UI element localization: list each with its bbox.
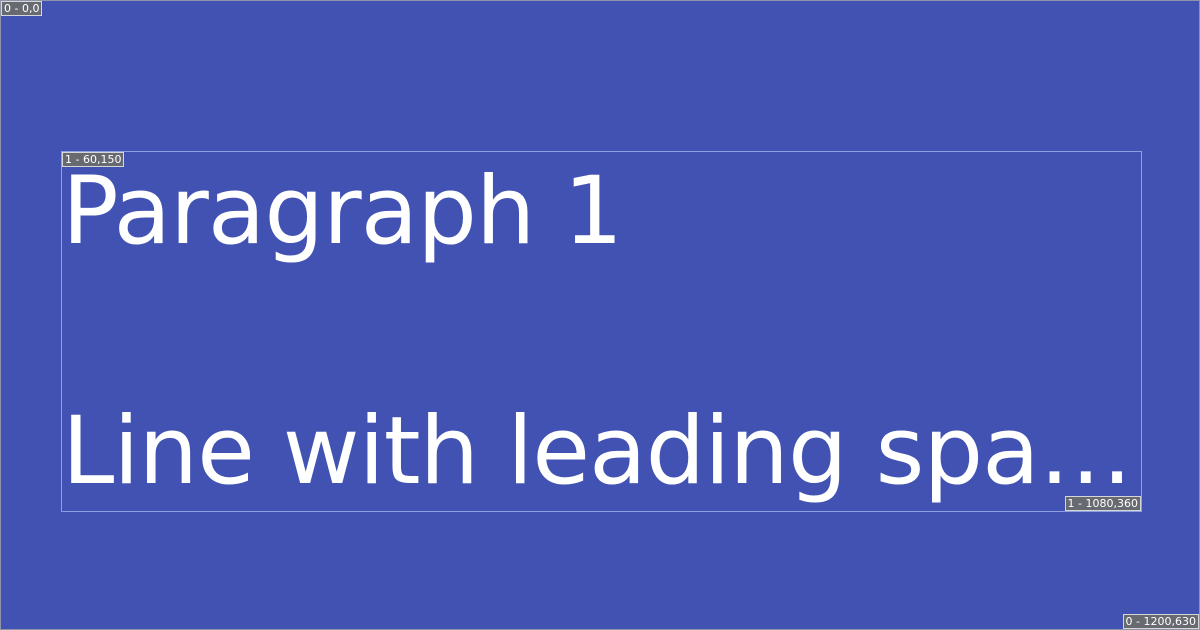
- paragraph-line-1: Paragraph 1: [62, 157, 623, 266]
- canvas-origin-label: 0 - 0,0: [1, 1, 43, 16]
- text-box-end-label: 1 - 1080,360: [1064, 496, 1141, 511]
- paragraph-line-2: Line with leading spac…: [62, 397, 1141, 506]
- text-box-start-label: 1 - 60,150: [62, 152, 125, 167]
- text-box: 1 - 60,150 Paragraph 1 Line with leading…: [61, 151, 1142, 512]
- canvas-end-label: 0 - 1200,630: [1122, 614, 1199, 629]
